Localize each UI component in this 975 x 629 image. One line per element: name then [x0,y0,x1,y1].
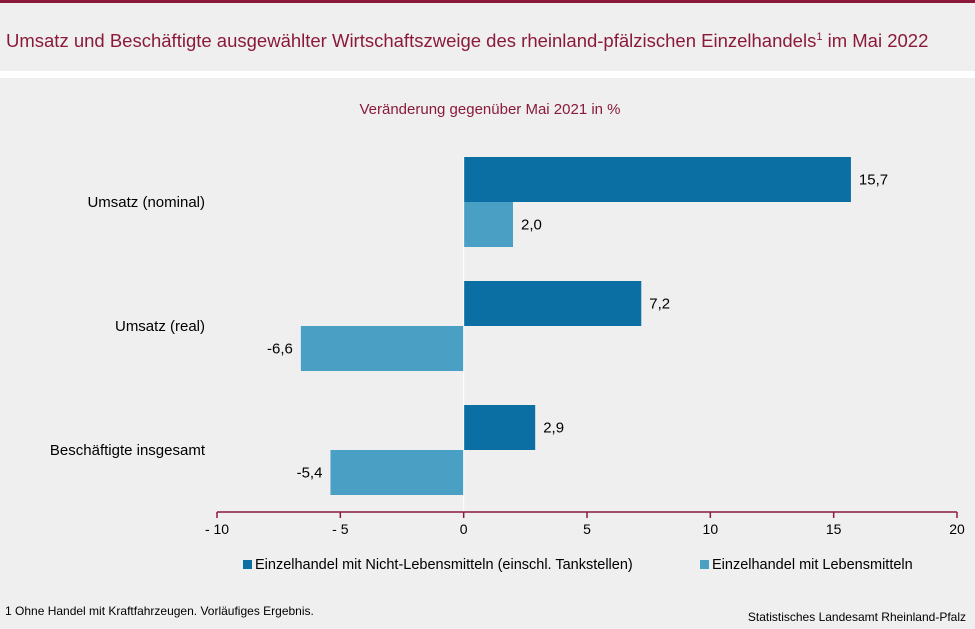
legend-label: Einzelhandel mit Nicht-Lebensmitteln (ei… [255,557,633,573]
bar [463,281,642,326]
legend-swatch [243,560,252,569]
category-label: Umsatz (real) [115,318,205,335]
title-top-rule [0,0,975,3]
data-label: 2,0 [521,217,542,234]
bar [463,157,851,202]
data-label: -5,4 [297,465,323,482]
bar [300,326,464,371]
data-label: 2,9 [543,420,564,437]
title-footnote-marker: 1 [816,30,823,43]
x-tick-label: 20 [949,521,965,537]
separator [0,71,975,78]
bar [330,450,464,495]
x-tick-label: - 5 [332,521,349,537]
bar [463,202,513,247]
x-tick-label: 15 [826,521,842,537]
legend-swatch [700,560,709,569]
category-label: Umsatz (nominal) [87,194,205,211]
source-credit: Statistisches Landesamt Rheinland-Pfalz [747,610,966,624]
legend-label: Einzelhandel mit Lebensmitteln [712,557,913,573]
bar-chart: Veränderung gegenüber Mai 2021 in % Umsa… [50,101,965,573]
x-tick-label: 0 [460,521,468,537]
bar [463,405,536,450]
x-tick-label: 10 [703,521,719,537]
x-tick-label: - 10 [205,521,229,537]
chart-title: Umsatz und Beschäftigte ausgewählter Wir… [6,30,929,51]
category-label: Beschäftigte insgesamt [50,442,206,459]
title-bar: Umsatz und Beschäftigte ausgewählter Wir… [0,3,975,71]
x-tick-label: 5 [583,521,591,537]
data-label: -6,6 [267,341,293,358]
data-label: 7,2 [649,296,670,313]
footnote: 1 Ohne Handel mit Kraftfahrzeugen. Vorlä… [5,604,314,618]
chart-subtitle: Veränderung gegenüber Mai 2021 in % [359,101,620,118]
data-label: 15,7 [859,172,888,189]
